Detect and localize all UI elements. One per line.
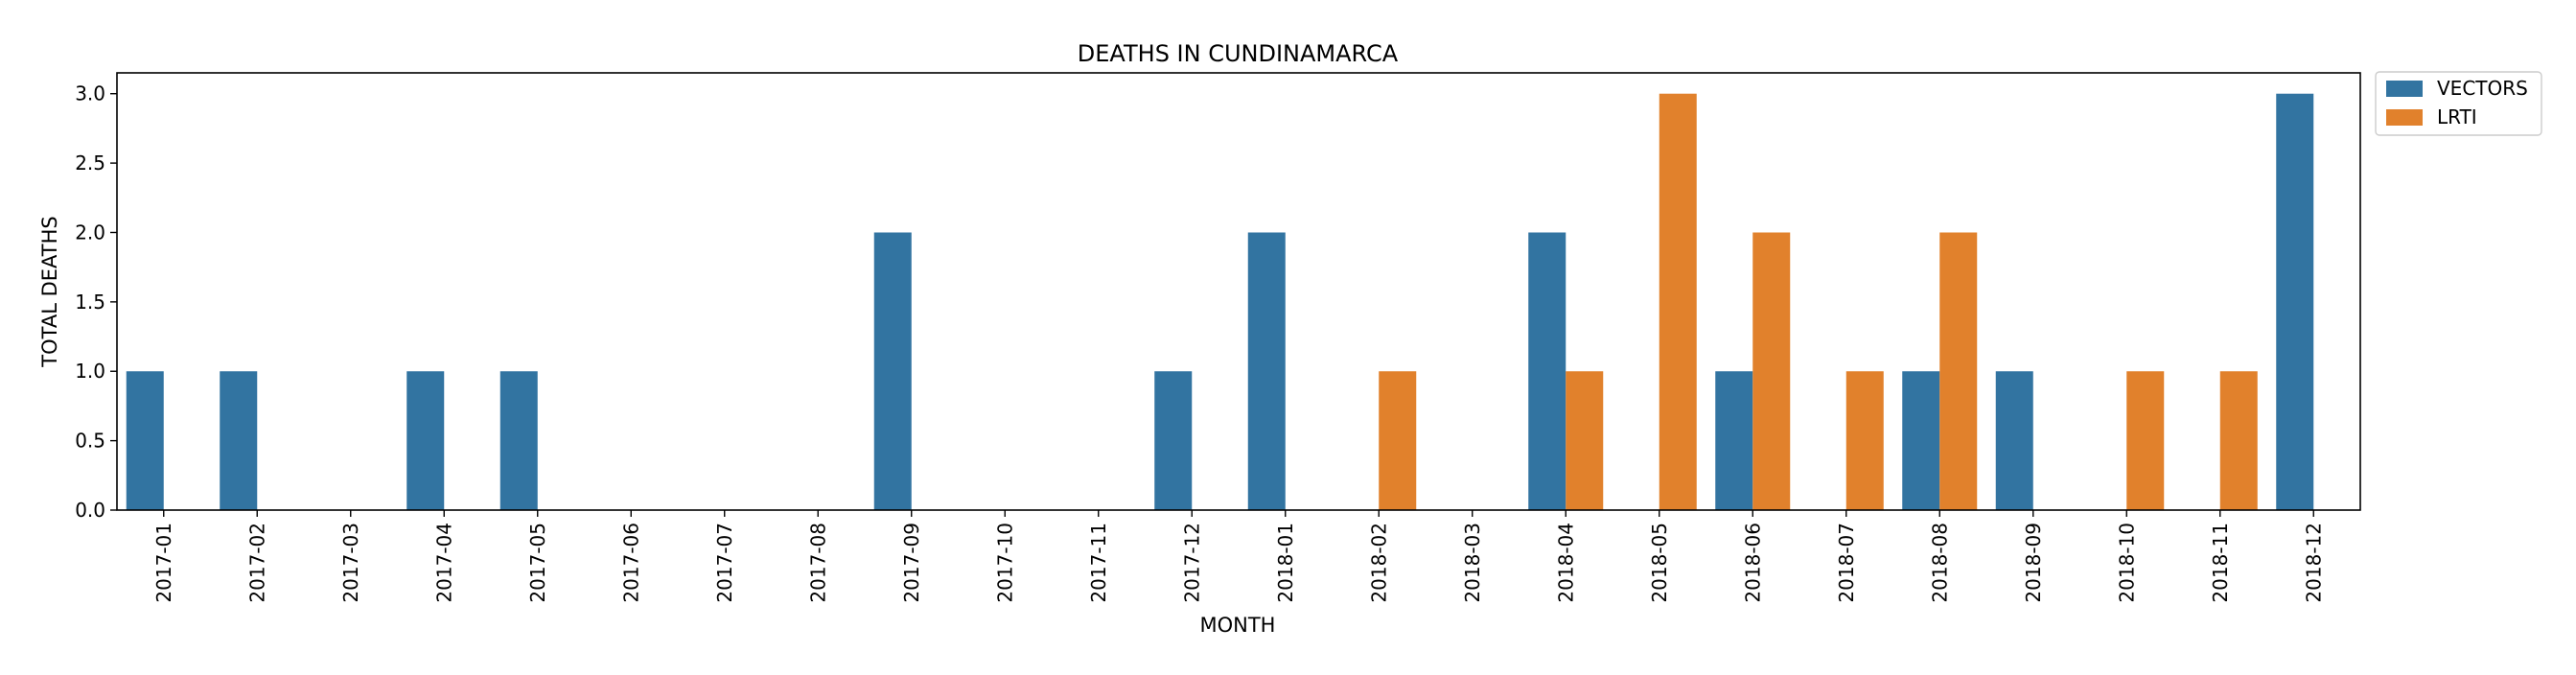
y-tick-label: 1.5	[75, 291, 105, 314]
bars-layer	[126, 93, 2314, 511]
bar-lrti-2018-10	[2126, 371, 2165, 510]
x-tick-label: 2017-10	[993, 523, 1016, 603]
x-tick-label: 2018-06	[1741, 523, 1764, 603]
legend-swatch-lrti	[2386, 109, 2423, 126]
legend-label-vectors: VECTORS	[2437, 77, 2528, 100]
x-tick-label: 2017-07	[713, 523, 736, 603]
bar-lrti-2018-07	[1845, 371, 1884, 510]
bar-lrti-2018-08	[1939, 232, 1978, 511]
x-tick-label: 2017-05	[526, 523, 549, 603]
x-tick-label: 2018-09	[2022, 523, 2045, 603]
bar-vectors-2018-09	[1995, 371, 2033, 510]
bar-vectors-2018-12	[2276, 93, 2314, 511]
x-tick-label: 2017-04	[432, 523, 455, 603]
y-tick-label: 2.5	[75, 151, 105, 175]
x-tick-label: 2017-06	[619, 523, 642, 603]
x-tick-label: 2018-05	[1648, 523, 1671, 603]
legend-swatch-vectors	[2386, 81, 2423, 97]
y-axis: 0.0 0.5 1.0 1.5 2.0 2.5 3.0	[75, 82, 117, 522]
y-tick-label: 2.0	[75, 221, 105, 244]
bar-vectors-2017-09	[873, 232, 912, 511]
bar-vectors-2017-05	[499, 371, 538, 510]
x-tick-label: 2018-01	[1274, 523, 1297, 603]
bar-vectors-2018-04	[1528, 232, 1566, 511]
y-tick-label: 3.0	[75, 82, 105, 105]
bar-vectors-2017-04	[406, 371, 445, 510]
bar-lrti-2018-04	[1566, 371, 1604, 510]
x-axis-label: MONTH	[1200, 614, 1276, 637]
x-tick-label: 2018-03	[1461, 523, 1484, 603]
bar-vectors-2018-06	[1715, 371, 1753, 510]
y-tick-label: 0.0	[75, 499, 105, 522]
x-tick-label: 2018-10	[2115, 523, 2138, 603]
x-tick-label: 2017-12	[1180, 523, 1203, 603]
bar-lrti-2018-06	[1752, 232, 1791, 511]
y-tick-label: 1.0	[75, 360, 105, 383]
bar-vectors-2017-02	[220, 371, 258, 510]
bar-vectors-2018-08	[1902, 371, 1940, 510]
bar-lrti-2018-02	[1379, 371, 1417, 510]
bar-vectors-2017-12	[1154, 371, 1193, 510]
x-tick-label: 2018-08	[1928, 523, 1951, 603]
x-tick-label: 2017-09	[900, 523, 923, 603]
x-tick-label: 2018-02	[1367, 523, 1390, 603]
legend-label-lrti: LRTI	[2437, 105, 2477, 128]
x-tick-label: 2018-12	[2302, 523, 2325, 603]
x-tick-label: 2017-08	[806, 523, 829, 603]
bar-lrti-2018-05	[1659, 93, 1697, 511]
y-tick-label: 0.5	[75, 430, 105, 453]
y-axis-label: TOTAL DEATHS	[38, 216, 61, 367]
x-axis: 2017-01 2017-02 2017-03 2017-04 2017-05 2017-…	[152, 510, 2325, 603]
bar-vectors-2017-01	[126, 371, 164, 510]
x-tick-label: 2018-07	[1835, 523, 1858, 603]
plot-frame	[116, 72, 2361, 511]
bar-lrti-2018-11	[2219, 371, 2258, 510]
x-tick-label: 2017-02	[245, 523, 268, 603]
x-tick-label: 2018-11	[2209, 523, 2232, 603]
legend: VECTORS LRTI	[2375, 71, 2542, 136]
x-tick-label: 2018-04	[1554, 523, 1577, 603]
x-tick-label: 2017-03	[339, 523, 362, 603]
x-tick-label: 2017-01	[152, 523, 175, 603]
x-tick-label: 2017-11	[1087, 523, 1110, 603]
bar-vectors-2018-01	[1247, 232, 1286, 511]
chart-title: DEATHS IN CUNDINAMARCA	[1078, 40, 1399, 67]
